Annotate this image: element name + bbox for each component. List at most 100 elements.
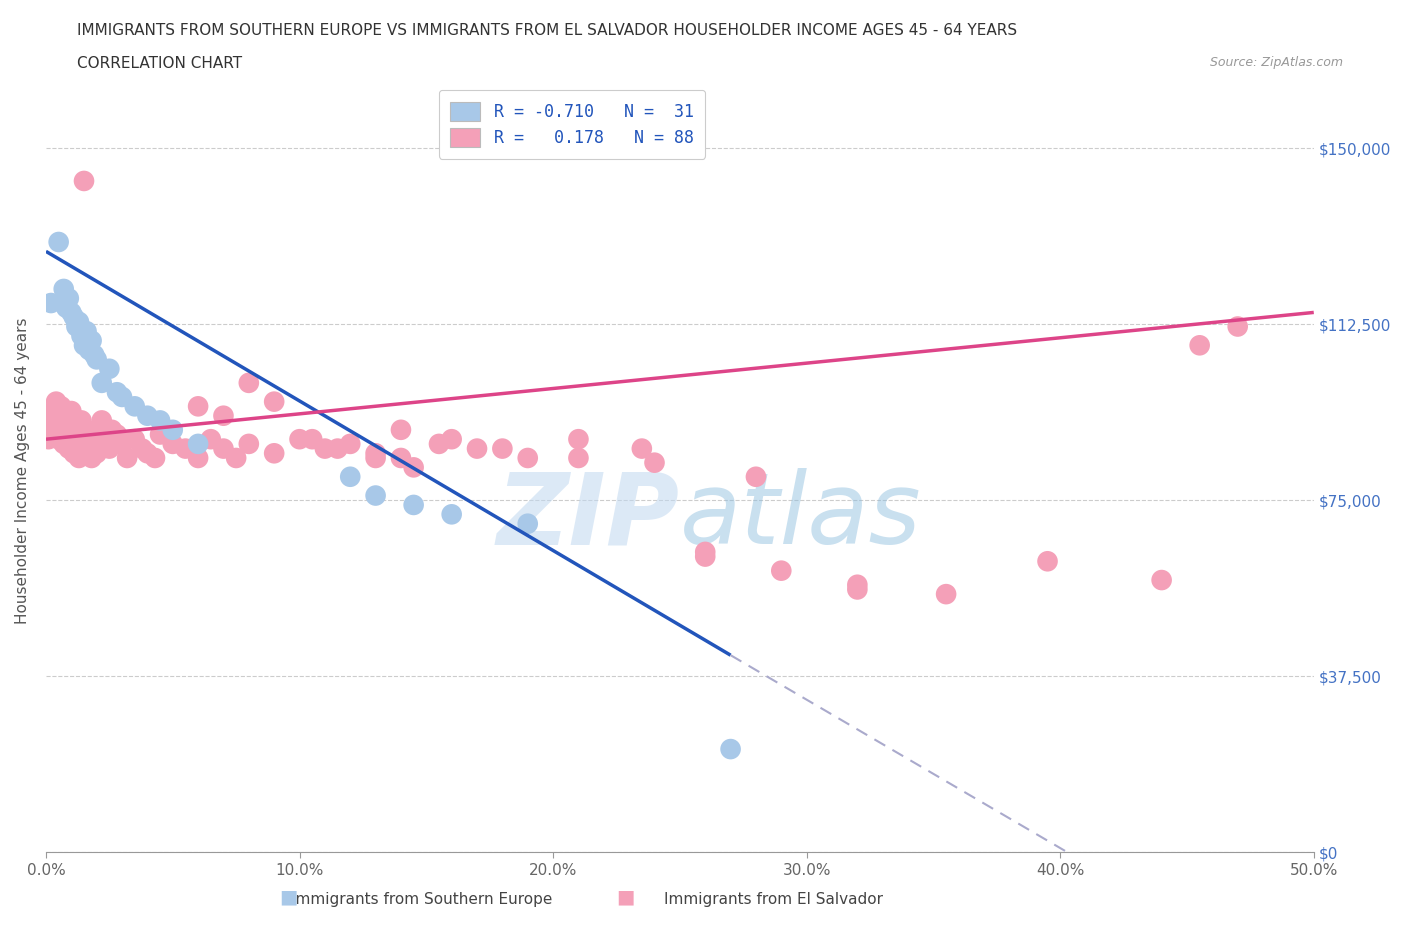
- Point: [427, 436, 450, 451]
- Point: [187, 399, 209, 414]
- Point: [111, 436, 134, 451]
- Point: [770, 564, 793, 578]
- Point: [105, 427, 128, 442]
- Point: [55, 418, 77, 432]
- Point: [187, 436, 209, 451]
- Text: ■: ■: [278, 888, 298, 907]
- Point: [39, 413, 62, 428]
- Text: CORRELATION CHART: CORRELATION CHART: [77, 56, 242, 71]
- Point: [162, 436, 184, 451]
- Point: [89, 427, 111, 442]
- Point: [567, 450, 589, 465]
- Point: [51, 399, 73, 414]
- Point: [98, 362, 121, 377]
- Point: [42, 404, 65, 418]
- Point: [720, 741, 742, 756]
- Point: [80, 333, 103, 348]
- Point: [76, 324, 98, 339]
- Point: [98, 441, 121, 456]
- Point: [76, 422, 98, 437]
- Point: [212, 408, 235, 423]
- Point: [288, 432, 311, 446]
- Point: [1188, 338, 1211, 352]
- Point: [314, 441, 336, 456]
- Point: [339, 470, 361, 485]
- Point: [389, 450, 412, 465]
- Point: [1036, 554, 1059, 569]
- Text: atlas: atlas: [681, 468, 921, 565]
- Point: [389, 422, 412, 437]
- Point: [48, 432, 70, 446]
- Point: [846, 578, 869, 592]
- Point: [630, 441, 652, 456]
- Point: [440, 432, 463, 446]
- Point: [162, 422, 184, 437]
- Point: [238, 436, 260, 451]
- Text: ■: ■: [616, 888, 636, 907]
- Point: [491, 441, 513, 456]
- Point: [70, 413, 93, 428]
- Point: [200, 432, 222, 446]
- Text: Source: ZipAtlas.com: Source: ZipAtlas.com: [1209, 56, 1343, 69]
- Point: [63, 432, 86, 446]
- Point: [51, 422, 73, 437]
- Text: Immigrants from El Salvador: Immigrants from El Salvador: [664, 892, 883, 907]
- Point: [52, 413, 75, 428]
- Point: [263, 394, 285, 409]
- Point: [440, 507, 463, 522]
- Point: [149, 427, 172, 442]
- Point: [90, 376, 112, 391]
- Point: [136, 408, 159, 423]
- Point: [124, 399, 146, 414]
- Point: [644, 455, 666, 470]
- Point: [55, 427, 77, 442]
- Point: [187, 450, 209, 465]
- Point: [143, 450, 166, 465]
- Point: [174, 441, 197, 456]
- Point: [263, 445, 285, 460]
- Point: [516, 516, 538, 531]
- Point: [402, 498, 425, 512]
- Point: [60, 404, 83, 418]
- Point: [58, 291, 80, 306]
- Point: [60, 305, 83, 320]
- Point: [80, 450, 103, 465]
- Point: [105, 385, 128, 400]
- Point: [63, 445, 86, 460]
- Point: [149, 413, 172, 428]
- Text: Immigrants from Southern Europe: Immigrants from Southern Europe: [291, 892, 553, 907]
- Point: [86, 445, 108, 460]
- Point: [935, 587, 957, 602]
- Point: [65, 413, 87, 428]
- Point: [77, 342, 100, 357]
- Legend: R = -0.710   N =  31, R =   0.178   N = 88: R = -0.710 N = 31, R = 0.178 N = 88: [439, 90, 706, 159]
- Point: [63, 310, 86, 325]
- Point: [136, 445, 159, 460]
- Point: [90, 413, 112, 428]
- Point: [695, 544, 717, 559]
- Point: [45, 422, 67, 437]
- Point: [58, 441, 80, 456]
- Point: [101, 422, 124, 437]
- Point: [77, 432, 100, 446]
- Point: [55, 300, 77, 315]
- Point: [131, 441, 153, 456]
- Text: ZIP: ZIP: [496, 468, 681, 565]
- Point: [238, 376, 260, 391]
- Point: [1226, 319, 1249, 334]
- Point: [225, 450, 247, 465]
- Point: [73, 174, 96, 189]
- Point: [567, 432, 589, 446]
- Point: [52, 282, 75, 297]
- Point: [111, 390, 134, 405]
- Point: [465, 441, 488, 456]
- Point: [212, 441, 235, 456]
- Point: [1150, 573, 1173, 588]
- Point: [67, 314, 90, 329]
- Point: [364, 445, 387, 460]
- Point: [65, 319, 87, 334]
- Point: [48, 234, 70, 249]
- Point: [58, 408, 80, 423]
- Point: [115, 450, 138, 465]
- Point: [326, 441, 349, 456]
